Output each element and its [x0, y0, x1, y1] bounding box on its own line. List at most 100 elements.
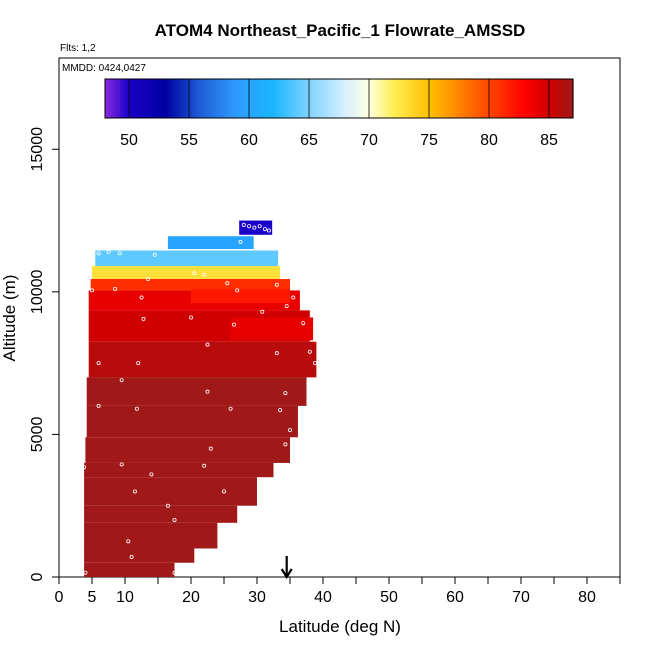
colorbar-swatch [261, 79, 265, 118]
colorbar-swatch [348, 79, 352, 118]
colorbar-swatch [408, 79, 412, 118]
sample-point [132, 489, 137, 494]
colorbar-swatch [270, 79, 274, 118]
colorbar-swatch [369, 79, 373, 118]
data-cell [84, 562, 175, 577]
colorbar-swatch [156, 79, 160, 118]
colorbar-swatch [471, 79, 475, 118]
colorbar-swatch [267, 79, 271, 118]
colorbar-swatch [243, 79, 247, 118]
colorbar-swatch [210, 79, 214, 118]
colorbar-frame [104, 78, 574, 119]
colorbar-swatch [114, 79, 118, 118]
data-cell [85, 437, 291, 463]
colorbar-swatch [315, 79, 319, 118]
colorbar-swatch [420, 79, 424, 118]
colorbar-swatch [138, 79, 142, 118]
colorbar-swatch [564, 79, 568, 118]
flights-label: Flts: 1,2 [60, 43, 96, 54]
sample-point [247, 224, 252, 229]
colorbar-swatch [339, 79, 343, 118]
colorbar-swatch [312, 79, 316, 118]
colorbar-swatch [552, 79, 556, 118]
colorbar-swatch [519, 79, 523, 118]
colorbar-swatch [147, 79, 151, 118]
x-tick-label: 80 [578, 589, 596, 606]
data-cell [84, 522, 218, 549]
colorbar-swatch [363, 79, 367, 118]
sample-point [146, 277, 151, 282]
colorbar-swatch [183, 79, 187, 118]
sample-point [274, 282, 279, 287]
data-cell [95, 250, 279, 267]
sample-point [291, 295, 296, 300]
colorbar-swatch [252, 79, 256, 118]
colorbar-swatch [444, 79, 448, 118]
dates-label: MMDD: 0424,0427 [62, 63, 146, 74]
colorbar-swatch [492, 79, 496, 118]
colorbar: 50 55 60 65 70 75 80 85 [104, 78, 574, 149]
colorbar-swatch [204, 79, 208, 118]
colorbar-swatch [453, 79, 457, 118]
colorbar-swatch [507, 79, 511, 118]
colorbar-swatch [465, 79, 469, 118]
data-cell [84, 477, 257, 506]
sample-point [117, 251, 122, 256]
sample-point [82, 465, 87, 470]
colorbar-swatch [414, 79, 418, 118]
sample-point [260, 309, 265, 314]
colorbar-swatch [318, 79, 322, 118]
colorbar-swatch [264, 79, 268, 118]
colorbar-swatch [300, 79, 304, 118]
colorbar-swatch [159, 79, 163, 118]
colorbar-swatch [567, 79, 571, 118]
colorbar-swatch [516, 79, 520, 118]
colorbar-swatch [345, 79, 349, 118]
colorbar-swatch [168, 79, 172, 118]
sample-point [129, 555, 134, 560]
colorbar-swatch [297, 79, 301, 118]
sample-point [188, 315, 193, 320]
colorbar-swatch [456, 79, 460, 118]
sample-point [278, 408, 283, 413]
sample-point [172, 517, 177, 522]
colorbar-swatch [327, 79, 331, 118]
y-axis: 0 5000 10000 15000 [29, 127, 59, 581]
colorbar-swatch [309, 79, 313, 118]
colorbar-tick-label: 70 [360, 132, 378, 149]
colorbar-swatch [372, 79, 376, 118]
colorbar-swatch [354, 79, 358, 118]
colorbar-swatch [462, 79, 466, 118]
colorbar-swatch [282, 79, 286, 118]
colorbar-swatch [132, 79, 136, 118]
colorbar-swatch [198, 79, 202, 118]
colorbar-swatch [177, 79, 181, 118]
data-cell [230, 317, 314, 341]
y-axis-label: Altitude (m) [0, 275, 19, 362]
sample-point [283, 391, 288, 396]
colorbar-swatch [378, 79, 382, 118]
colorbar-swatch [126, 79, 130, 118]
colorbar-tick-label: 75 [420, 132, 438, 149]
colorbar-swatch [504, 79, 508, 118]
colorbar-swatch [222, 79, 226, 118]
colorbar-swatch [279, 79, 283, 118]
colorbar-swatch [255, 79, 259, 118]
colorbar-swatch [171, 79, 175, 118]
sample-point [172, 570, 177, 575]
colorbar-swatch [366, 79, 370, 118]
colorbar-swatch [483, 79, 487, 118]
colorbar-swatch [246, 79, 250, 118]
colorbar-swatch [234, 79, 238, 118]
colorbar-swatch [123, 79, 127, 118]
colorbar-swatch [207, 79, 211, 118]
sample-point [238, 239, 243, 244]
sample-point [202, 463, 207, 468]
colorbar-swatch [558, 79, 562, 118]
sample-point [202, 272, 207, 277]
colorbar-swatch [390, 79, 394, 118]
sample-point [126, 539, 131, 544]
data-cell [84, 548, 195, 563]
colorbar-swatch [192, 79, 196, 118]
